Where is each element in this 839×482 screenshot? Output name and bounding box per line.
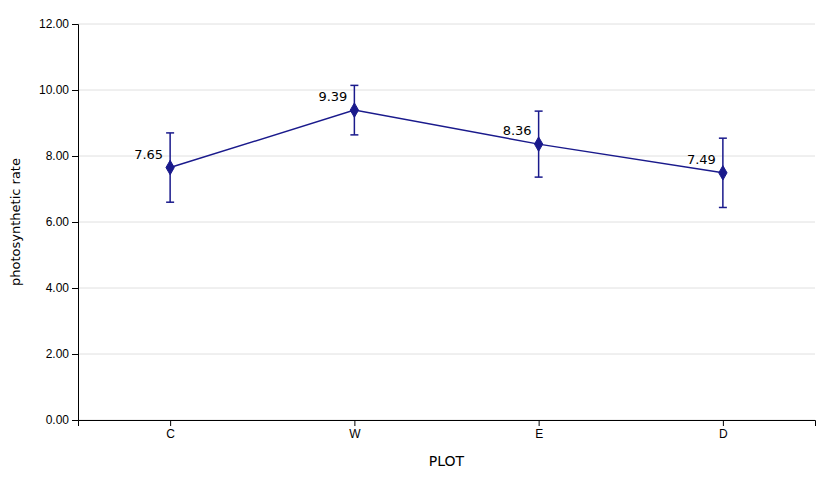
tick-mark (354, 420, 355, 426)
tick-mark (539, 420, 540, 426)
tick-label: 8.00 (46, 149, 70, 163)
grid-line (78, 288, 815, 289)
error-bar (719, 138, 727, 207)
axis-line (79, 421, 816, 427)
error-bar-cap (719, 207, 727, 209)
error-bar-cap (350, 134, 358, 136)
tick-mark (72, 222, 78, 223)
tick-label: W (349, 427, 361, 441)
x-tick: D (719, 420, 728, 441)
tick-label: 4.00 (46, 281, 70, 295)
data-point (534, 137, 542, 151)
marks (166, 85, 727, 207)
data-label: 7.65 (134, 147, 163, 162)
grid-line (78, 24, 815, 25)
y-tick: 12.00 (39, 17, 78, 31)
tick-mark (72, 24, 78, 25)
tick-label: 2.00 (46, 347, 70, 361)
y-tick: 10.00 (39, 83, 78, 97)
tick-label: 10.00 (39, 83, 69, 97)
y-axis: 0.00 2.00 4.00 6.00 8.00 10.00 12.00 (39, 17, 79, 427)
grid (78, 24, 815, 420)
tick-label: C (166, 427, 175, 441)
error-bar-cap (535, 110, 543, 112)
error-bar-cap (166, 201, 174, 203)
data-label: 9.39 (318, 89, 347, 104)
x-tick: C (166, 420, 175, 441)
x-tick: E (535, 420, 543, 441)
x-tick: W (349, 420, 361, 441)
axis-line (72, 25, 79, 421)
error-bar (535, 111, 543, 177)
y-tick: 4.00 (46, 281, 78, 295)
y-tick: 6.00 (46, 215, 78, 229)
error-bar-cap (166, 132, 174, 134)
data-line (170, 110, 723, 173)
data-label: 7.49 (687, 152, 716, 167)
x-axis-title: PLOT (429, 453, 465, 469)
y-tick: 8.00 (46, 149, 78, 163)
y-tick: 2.00 (46, 347, 78, 361)
y-tick: 0.00 (46, 413, 78, 427)
tick-label: E (535, 427, 543, 441)
tick-mark (170, 420, 171, 426)
tick-label: D (719, 427, 728, 441)
tick-label: 6.00 (46, 215, 70, 229)
data-labels: 7.65 9.39 8.36 7.49 (134, 89, 716, 167)
tick-label: 0.00 (46, 413, 70, 427)
data-point (350, 103, 358, 117)
error-bar-cap (535, 176, 543, 178)
x-axis: CWED (79, 420, 816, 441)
tick-label: 12.00 (39, 17, 69, 31)
data-point (719, 166, 727, 180)
error-bar (350, 85, 358, 135)
data-label: 8.36 (503, 123, 532, 138)
y-axis-title: photosynthetic rate (8, 158, 23, 286)
error-bar-cap (719, 137, 727, 139)
grid-line (78, 354, 815, 355)
tick-mark (72, 420, 78, 421)
chart-svg: 0.00 2.00 4.00 6.00 8.00 10.00 12.00 C W E D PLOT ph… (0, 0, 839, 482)
data-point (166, 160, 174, 174)
error-bar-cap (350, 85, 358, 87)
grid-line (78, 90, 815, 91)
chart-container: 0.00 2.00 4.00 6.00 8.00 10.00 12.00 C W E D PLOT ph… (0, 0, 839, 482)
tick-mark (72, 354, 78, 355)
error-bar (166, 133, 174, 202)
tick-mark (72, 156, 78, 157)
plot-area: 0.00 2.00 4.00 6.00 8.00 10.00 12.00 C W E D PLOT ph… (8, 17, 816, 469)
tick-mark (72, 288, 78, 289)
grid-line (78, 222, 815, 223)
tick-mark (723, 420, 724, 426)
tick-mark (72, 90, 78, 91)
